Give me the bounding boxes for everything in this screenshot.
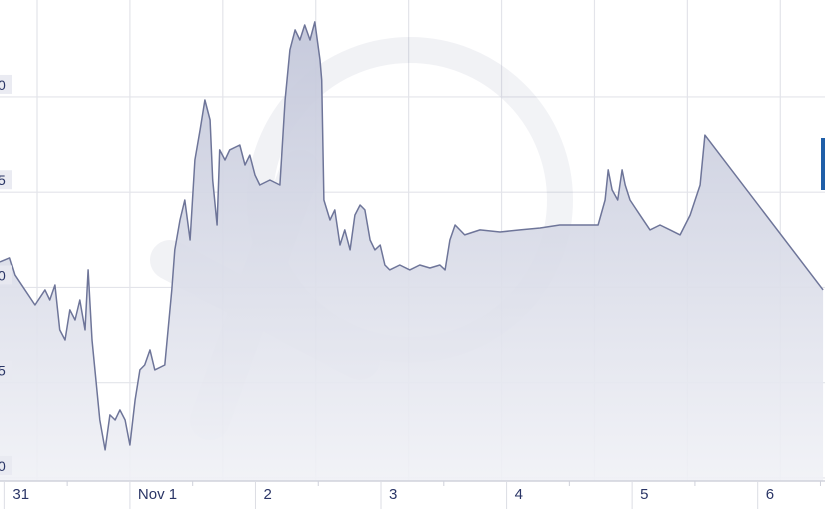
x-tick-label: 3 xyxy=(389,486,397,503)
x-tick-label: 5 xyxy=(640,486,648,503)
x-tick-label: Nov 1 xyxy=(138,486,177,503)
rate-area-fill xyxy=(0,21,824,482)
hover-marker[interactable] xyxy=(821,138,825,190)
x-tick-label: 4 xyxy=(515,486,523,503)
y-label-bg xyxy=(0,170,12,190)
x-tick-label: 6 xyxy=(766,486,774,503)
y-axis-labels: 0 5 0 5 0 xyxy=(0,74,12,475)
x-axis: 31 Nov 1 2 3 4 5 6 xyxy=(3,481,821,509)
x-tick-label: 2 xyxy=(263,486,271,503)
y-label-bg xyxy=(0,455,12,475)
y-label-bg xyxy=(0,74,12,94)
y-tick-label: 0 xyxy=(0,77,6,93)
y-label-bg xyxy=(0,360,12,380)
y-tick-label: 5 xyxy=(0,172,6,188)
y-tick-label: 0 xyxy=(0,267,6,283)
y-tick-label: 0 xyxy=(0,458,6,474)
y-tick-label: 5 xyxy=(0,363,6,379)
x-tick-label: 31 xyxy=(12,486,29,503)
rate-line[interactable] xyxy=(0,21,824,451)
y-label-bg xyxy=(0,265,12,285)
